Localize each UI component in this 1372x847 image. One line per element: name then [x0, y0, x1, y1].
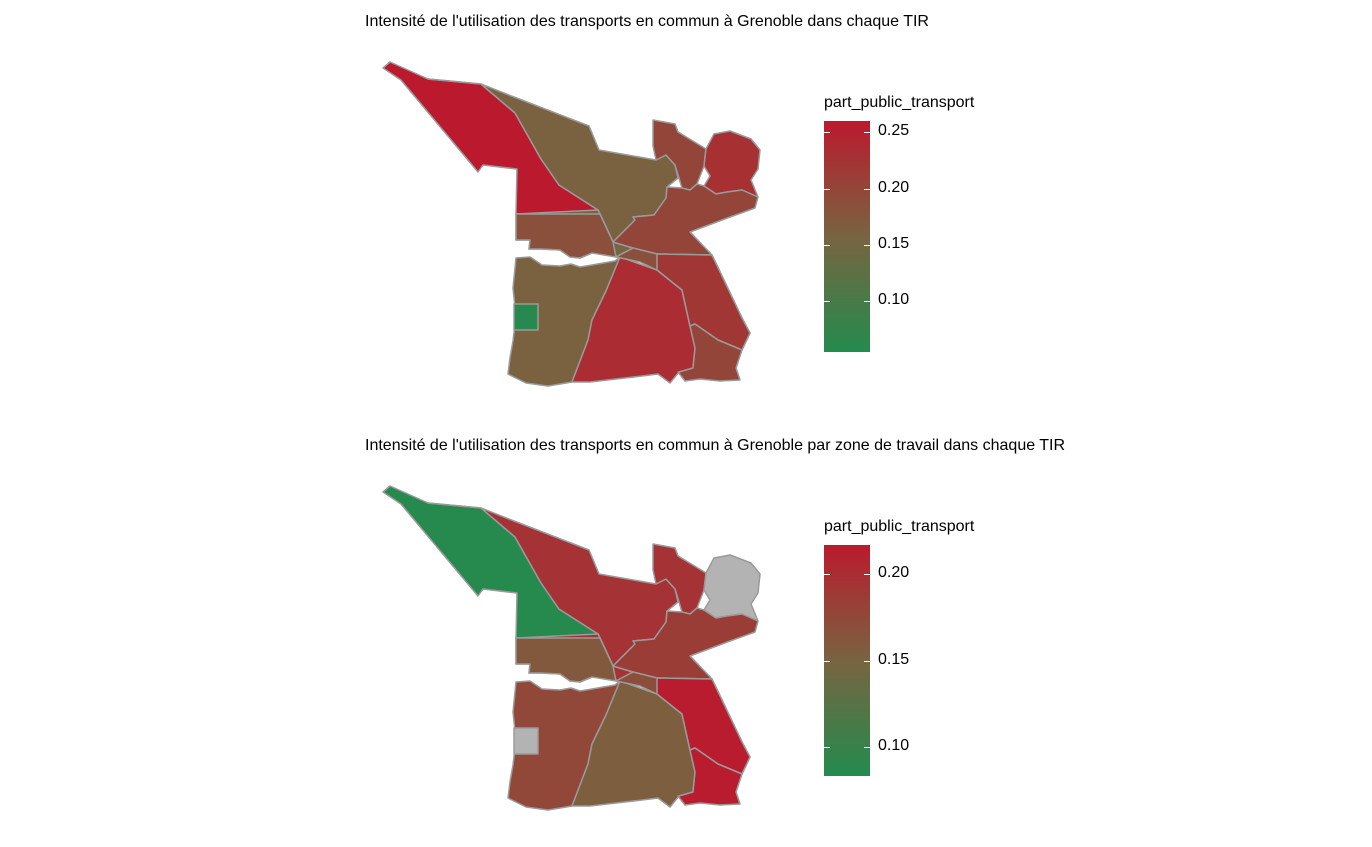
- map-svg-2: [382, 485, 761, 811]
- legend-tick-mark: [864, 301, 870, 303]
- zone-small-square: [513, 303, 539, 331]
- map-title-2: Intensité de l'utilisation des transport…: [365, 437, 1066, 454]
- choropleth-map-1: [370, 58, 770, 388]
- zone-north-east-round: [703, 130, 761, 198]
- zone-south-east-low: [677, 747, 743, 806]
- zone-small-square: [513, 727, 539, 755]
- legend-tick-label: 0.10: [878, 736, 910, 754]
- legend-tick-mark: [864, 244, 870, 246]
- legend-tick-label: 0.20: [878, 564, 910, 582]
- legend-tick-mark: [824, 244, 830, 246]
- legend-tick-label: 0.20: [878, 178, 910, 196]
- legend-tick-mark: [824, 188, 830, 190]
- legend-title-1: part_public_transport: [824, 94, 975, 111]
- legend-tick-mark: [824, 301, 830, 303]
- legend-colorbar-2: [824, 545, 870, 776]
- legend-tick-label: 0.15: [878, 234, 910, 252]
- legend-tick-mark: [864, 660, 870, 662]
- legend-tick-mark: [824, 660, 830, 662]
- legend-tick-mark: [864, 746, 870, 748]
- legend-tick-label: 0.25: [878, 122, 910, 140]
- map-title-1: Intensité de l'utilisation des transport…: [365, 13, 929, 30]
- legend-tick-mark: [864, 132, 870, 134]
- legend-tick-mark: [824, 746, 830, 748]
- legend-tick-mark: [864, 188, 870, 190]
- map-svg-1: [382, 61, 761, 387]
- legend-tick-label: 0.10: [878, 291, 910, 309]
- legend-tick-mark: [824, 132, 830, 134]
- zone-west-mid: [515, 637, 617, 683]
- zone-south-east-low: [677, 323, 743, 382]
- legend-tick-label: 0.15: [878, 650, 910, 668]
- legend-tick-mark: [864, 574, 870, 576]
- zone-west-mid: [515, 213, 617, 259]
- choropleth-map-2: [370, 482, 770, 812]
- zone-north-east-round: [703, 554, 761, 622]
- legend-tick-mark: [824, 574, 830, 576]
- legend-colorbar-1: [824, 121, 870, 352]
- legend-title-2: part_public_transport: [824, 518, 975, 535]
